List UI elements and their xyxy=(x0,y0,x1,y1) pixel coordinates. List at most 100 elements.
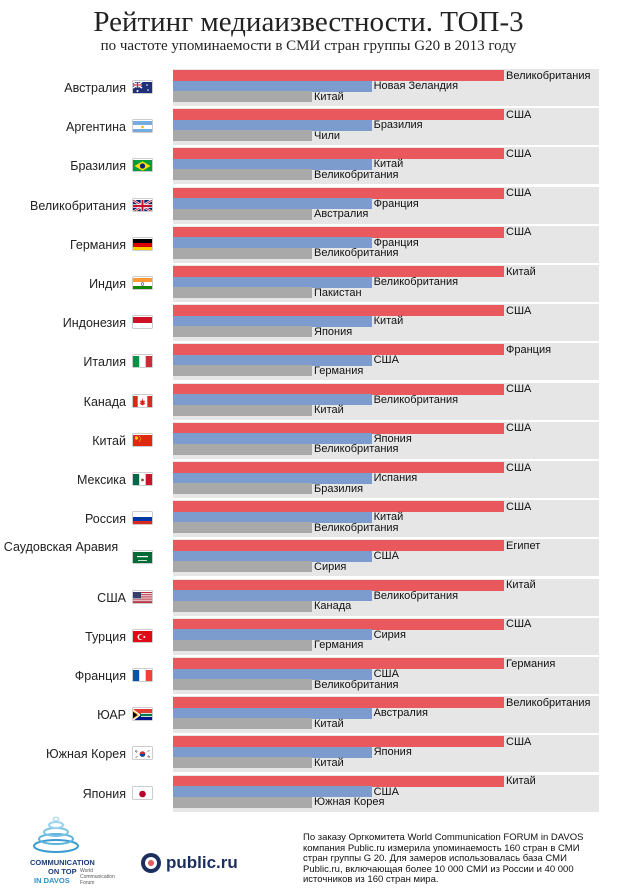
bar-rank-1 xyxy=(173,344,504,356)
country-label: Китай xyxy=(92,433,126,448)
bar-rank-2 xyxy=(173,237,372,249)
bar-rank-1 xyxy=(173,226,504,238)
chart-subtitle: по частоте упоминаемости в СМИ стран гру… xyxy=(100,38,517,54)
bar-label-rank-3: Китай xyxy=(314,404,344,417)
bar-rank-3 xyxy=(173,639,313,651)
bar-rank-1 xyxy=(173,579,504,591)
bar-label-rank-3: Южная Корея xyxy=(314,796,385,809)
bar-label-rank-3: Австралия xyxy=(314,208,369,221)
flag-france xyxy=(133,669,152,681)
flag-turkey xyxy=(133,630,152,642)
bar-label-rank-2: Новая Зеландия xyxy=(373,80,459,92)
flag-australia xyxy=(133,81,152,93)
flag-japan xyxy=(133,787,152,799)
chart-title: Рейтинг медиаизвестности. ТОП-3 xyxy=(93,6,524,38)
bar-label-rank-1: США xyxy=(506,735,532,748)
country-label: Австралия xyxy=(64,81,126,95)
bar-rank-2 xyxy=(173,511,372,523)
logo1-small: World Communication Forum xyxy=(80,868,115,886)
bar-rank-3 xyxy=(173,208,313,220)
bar-rank-1 xyxy=(173,383,504,395)
bar-rank-3 xyxy=(173,679,313,690)
country-label: Бразилия xyxy=(70,159,126,174)
flag-brazil xyxy=(133,159,152,172)
bar-rank-2 xyxy=(173,668,372,680)
flag-germany xyxy=(133,238,152,250)
bar-rank-2 xyxy=(173,590,372,602)
bar-label-rank-1: США xyxy=(506,618,532,631)
bar-label-rank-3: Германия xyxy=(314,639,364,652)
bar-rank-1 xyxy=(173,736,504,748)
bar-label-rank-2: Япония xyxy=(373,746,412,759)
bar-rank-2 xyxy=(173,394,372,406)
bar-label-rank-1: Китай xyxy=(506,775,536,788)
bar-rank-2 xyxy=(173,354,372,366)
bar-label-rank-1: США xyxy=(506,226,532,239)
country-label: Япония xyxy=(82,786,126,801)
bar-rank-2 xyxy=(173,315,372,327)
bar-label-rank-3: Бразилия xyxy=(314,482,364,495)
country-label: Франция xyxy=(74,669,126,683)
bar-label-rank-3: Пакистан xyxy=(314,286,362,299)
country-label: Великобритания xyxy=(30,198,126,213)
bar-label-rank-2: Великобритания xyxy=(373,393,459,406)
bar-rank-1 xyxy=(173,775,504,787)
bar-rank-1 xyxy=(173,305,504,317)
flag-south-korea xyxy=(133,747,152,760)
bar-rank-3 xyxy=(173,443,313,455)
flag-india xyxy=(133,277,152,289)
country-label: Германия xyxy=(69,237,126,252)
bar-rank-1 xyxy=(173,148,504,160)
country-label: Канада xyxy=(83,394,126,409)
bar-rank-2 xyxy=(173,746,372,758)
bar-rank-3 xyxy=(173,91,313,102)
public-ru-logo xyxy=(140,852,162,879)
bar-label-rank-1: США xyxy=(506,187,532,200)
bar-rank-3 xyxy=(173,287,313,298)
bar-rank-1 xyxy=(173,70,504,81)
bar-label-rank-2: Франция xyxy=(373,236,419,249)
bar-rank-1 xyxy=(173,422,504,434)
bar-label-rank-2: Сирия xyxy=(373,628,406,641)
bar-label-rank-1: Великобритания xyxy=(506,696,591,709)
bar-rank-3 xyxy=(173,796,313,808)
flag-mexico xyxy=(133,473,152,485)
bar-rank-3 xyxy=(173,130,313,142)
bar-label-rank-1: США xyxy=(506,422,532,435)
bar-label-rank-1: Великобритания xyxy=(506,69,591,82)
bar-label-rank-3: Китай xyxy=(314,717,344,730)
bar-label-rank-2: Испания xyxy=(373,472,418,484)
bar-label-rank-2: Китай xyxy=(373,158,404,171)
bar-label-rank-3: Великобритания xyxy=(314,168,399,181)
bar-rank-2 xyxy=(173,786,372,798)
bar-label-rank-2: Китай xyxy=(373,511,404,524)
flag-saudi-arabia xyxy=(133,551,152,564)
logo1-line3: IN DAVOS xyxy=(34,876,70,885)
bar-label-rank-2: Франция xyxy=(373,197,419,210)
bar-rank-3 xyxy=(173,247,313,259)
country-label: Индонезия xyxy=(62,316,126,331)
bar-label-rank-2: США xyxy=(373,550,399,563)
bar-label-rank-1: Египет xyxy=(506,539,541,552)
bar-rank-2 xyxy=(173,276,372,288)
bar-label-rank-3: Великобритания xyxy=(314,443,399,456)
bar-rank-1 xyxy=(173,187,504,199)
logo1-line2: ON TOP xyxy=(48,867,77,876)
flag-uk xyxy=(133,198,152,211)
flag-argentina xyxy=(133,120,152,133)
bar-rank-3 xyxy=(173,169,313,181)
bar-label-rank-1: США xyxy=(506,461,532,474)
bar-rank-1 xyxy=(173,266,504,277)
country-label: Южная Корея xyxy=(46,747,126,762)
bar-label-rank-1: Германия xyxy=(506,657,556,670)
bar-label-rank-2: США xyxy=(373,354,399,367)
bar-rank-2 xyxy=(173,198,372,210)
bar-rank-1 xyxy=(173,109,504,121)
bar-rank-3 xyxy=(173,600,313,612)
bar-rank-2 xyxy=(173,158,372,170)
bar-label-rank-2: Бразилия xyxy=(373,119,423,132)
bar-label-rank-3: Китай xyxy=(314,90,344,103)
bar-rank-2 xyxy=(173,433,372,445)
flag-china xyxy=(133,434,152,446)
bar-rank-2 xyxy=(173,629,372,641)
